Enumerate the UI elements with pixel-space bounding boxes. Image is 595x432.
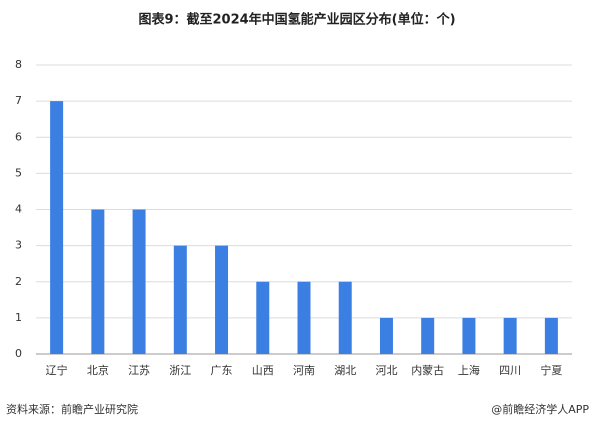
x-tick-label: 山西	[252, 364, 274, 377]
x-tick-label: 广东	[211, 364, 233, 377]
x-tick-label: 辽宁	[46, 363, 68, 377]
credit: @前瞻经济学人APP	[491, 402, 589, 416]
bar	[132, 209, 146, 354]
bar	[173, 245, 187, 354]
x-tick-label: 湖北	[334, 364, 356, 377]
bar	[544, 317, 558, 354]
y-tick-label: 2	[15, 275, 22, 288]
bar	[462, 317, 476, 354]
bar	[91, 209, 105, 354]
y-tick-label: 4	[15, 203, 22, 216]
bar	[50, 101, 64, 354]
x-tick-label: 北京	[87, 363, 109, 377]
x-tick-label: 四川	[499, 364, 521, 377]
y-tick-label: 3	[15, 239, 22, 252]
chart-title: 图表9：截至2024年中国氢能产业园区分布(单位：个)	[138, 12, 455, 28]
x-tick-label: 宁夏	[540, 363, 562, 377]
bar	[379, 317, 393, 354]
x-tick-label: 内蒙古	[411, 363, 444, 377]
y-tick-label: 7	[15, 94, 22, 107]
source: 资料来源：前瞻产业研究院	[6, 402, 138, 416]
x-tick-label: 江苏	[128, 364, 150, 377]
x-tick-label: 河北	[375, 364, 397, 377]
y-tick-label: 0	[15, 347, 22, 360]
x-tick-label: 河南	[293, 364, 315, 377]
x-tick-label: 上海	[458, 363, 480, 377]
y-tick-label: 5	[15, 166, 22, 179]
y-tick-label: 1	[15, 311, 22, 324]
bar	[297, 281, 311, 354]
bar	[421, 317, 435, 354]
bar	[256, 281, 270, 354]
bar	[503, 317, 517, 354]
y-tick-label: 6	[15, 130, 22, 143]
bar	[338, 281, 352, 354]
y-tick-label: 8	[15, 58, 22, 71]
bar	[215, 245, 229, 354]
x-tick-label: 浙江	[169, 364, 191, 377]
